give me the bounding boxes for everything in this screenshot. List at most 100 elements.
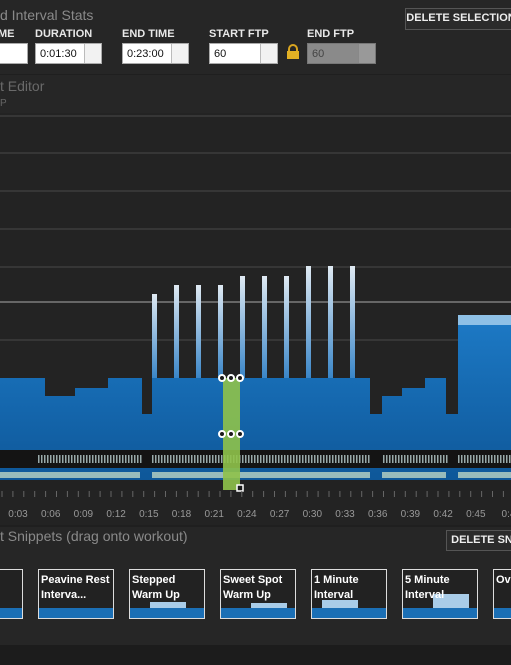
ride-mark — [386, 455, 388, 463]
spinner[interactable] — [260, 44, 277, 63]
ride-mark — [104, 455, 106, 463]
ride-mark — [479, 455, 481, 463]
snippet-card[interactable]: Stepped Warm Up — [129, 569, 205, 619]
ride-mark — [197, 455, 199, 463]
snippet-label: Peavine Rest Interva... — [41, 574, 110, 601]
snippet-card[interactable] — [0, 569, 23, 619]
ride-mark — [428, 455, 430, 463]
ride-mark — [470, 455, 472, 463]
ride-mark — [122, 455, 124, 463]
profile-highlight — [458, 315, 511, 325]
field-label: DURATION — [35, 28, 93, 40]
ride-mark — [326, 455, 328, 463]
ride-mark — [458, 455, 460, 463]
interval-bar — [218, 285, 223, 378]
field-input[interactable] — [0, 43, 28, 64]
ride-mark — [425, 455, 427, 463]
selection-handles[interactable] — [218, 374, 244, 492]
ride-mark — [152, 455, 154, 463]
intervals — [152, 266, 355, 378]
ride-mark — [311, 455, 313, 463]
ride-mark — [44, 455, 46, 463]
ride-mark — [194, 455, 196, 463]
time-label: 0:45 — [466, 509, 486, 520]
ride-mark — [176, 455, 178, 463]
field-input[interactable]: 0:01:30 — [35, 43, 102, 64]
ride-mark — [191, 455, 193, 463]
ride-mark — [200, 455, 202, 463]
snippet-profile — [312, 608, 386, 618]
ride-mark — [263, 455, 265, 463]
ride-mark — [209, 455, 211, 463]
interval-bar — [262, 276, 267, 378]
ride-mark — [467, 455, 469, 463]
spinner[interactable] — [84, 44, 101, 63]
ride-mark — [314, 455, 316, 463]
ride-mark — [125, 455, 127, 463]
snippet-card[interactable]: 5 Minute Interval — [402, 569, 478, 619]
time-label: 0:30 — [303, 509, 323, 520]
time-label: 0:03 — [8, 509, 28, 520]
field-label: START FTP — [209, 28, 269, 40]
ride-mark — [416, 455, 418, 463]
ride-mark — [188, 455, 190, 463]
field-value: 0:23:00 — [127, 48, 164, 60]
ride-mark — [140, 455, 142, 463]
time-labels: 0:03 0:06 0:09 0:12 0:15 0:18 0:21 0:24 0:27 0:30… — [8, 509, 511, 520]
snippet-label: 5 Minute Interval — [405, 574, 450, 601]
ride-mark — [275, 455, 277, 463]
ride-mark — [329, 455, 331, 463]
ride-mark — [488, 455, 490, 463]
field-input[interactable]: 60 — [209, 43, 278, 64]
ride-mark — [173, 455, 175, 463]
field-input[interactable]: 0:23:00 — [122, 43, 189, 64]
snippet-card[interactable]: Peavine Rest Interva... — [38, 569, 114, 619]
ride-mark — [365, 455, 367, 463]
ride-mark — [92, 455, 94, 463]
ride-mark — [398, 455, 400, 463]
ride-mark — [266, 455, 268, 463]
lock-icon[interactable] — [286, 44, 300, 60]
delete-snippet-button[interactable]: DELETE SN — [446, 530, 511, 551]
ride-mark — [131, 455, 133, 463]
ride-mark — [116, 455, 118, 463]
snippet-profile — [39, 608, 113, 618]
snippet-label: Sweet Spot Warm Up — [223, 574, 283, 601]
ride-mark — [281, 455, 283, 463]
snippet-card[interactable]: Ov Un — [493, 569, 511, 619]
ride-mark — [107, 455, 109, 463]
ride-mark — [119, 455, 121, 463]
ride-mark — [392, 455, 394, 463]
snippet-label: Ov Un — [496, 574, 511, 586]
delete-selection-button[interactable]: DELETE SELECTION — [405, 8, 511, 30]
interval-bar — [196, 285, 201, 378]
snippet-card[interactable]: Sweet Spot Warm Up — [220, 569, 296, 619]
ride-mark — [134, 455, 136, 463]
field-label: ME — [0, 28, 15, 40]
ride-mark — [290, 455, 292, 463]
ride-mark — [98, 455, 100, 463]
ride-mark — [404, 455, 406, 463]
ride-mark — [89, 455, 91, 463]
time-label: 0:24 — [237, 509, 257, 520]
ride-mark — [95, 455, 97, 463]
ride-mark — [101, 455, 103, 463]
ride-mark — [323, 455, 325, 463]
ride-mark — [302, 455, 304, 463]
ride-mark — [284, 455, 286, 463]
editor-canvas: t Editor P 0:03 0:06 0:09 0:12 0:15 0:18 0:21 0… — [0, 75, 511, 525]
ride-mark — [494, 455, 496, 463]
grid — [0, 115, 511, 341]
ride-mark — [317, 455, 319, 463]
lap-bar — [382, 472, 446, 478]
snippet-profile — [494, 608, 511, 618]
ride-mark — [332, 455, 334, 463]
ride-mark — [38, 455, 40, 463]
time-label: 0:18 — [172, 509, 192, 520]
spinner[interactable] — [171, 44, 188, 63]
lap-bar — [0, 472, 140, 478]
snippet-card[interactable]: 1 Minute Interval — [311, 569, 387, 619]
ride-mark — [164, 455, 166, 463]
ride-mark — [206, 455, 208, 463]
ride-mark — [203, 455, 205, 463]
